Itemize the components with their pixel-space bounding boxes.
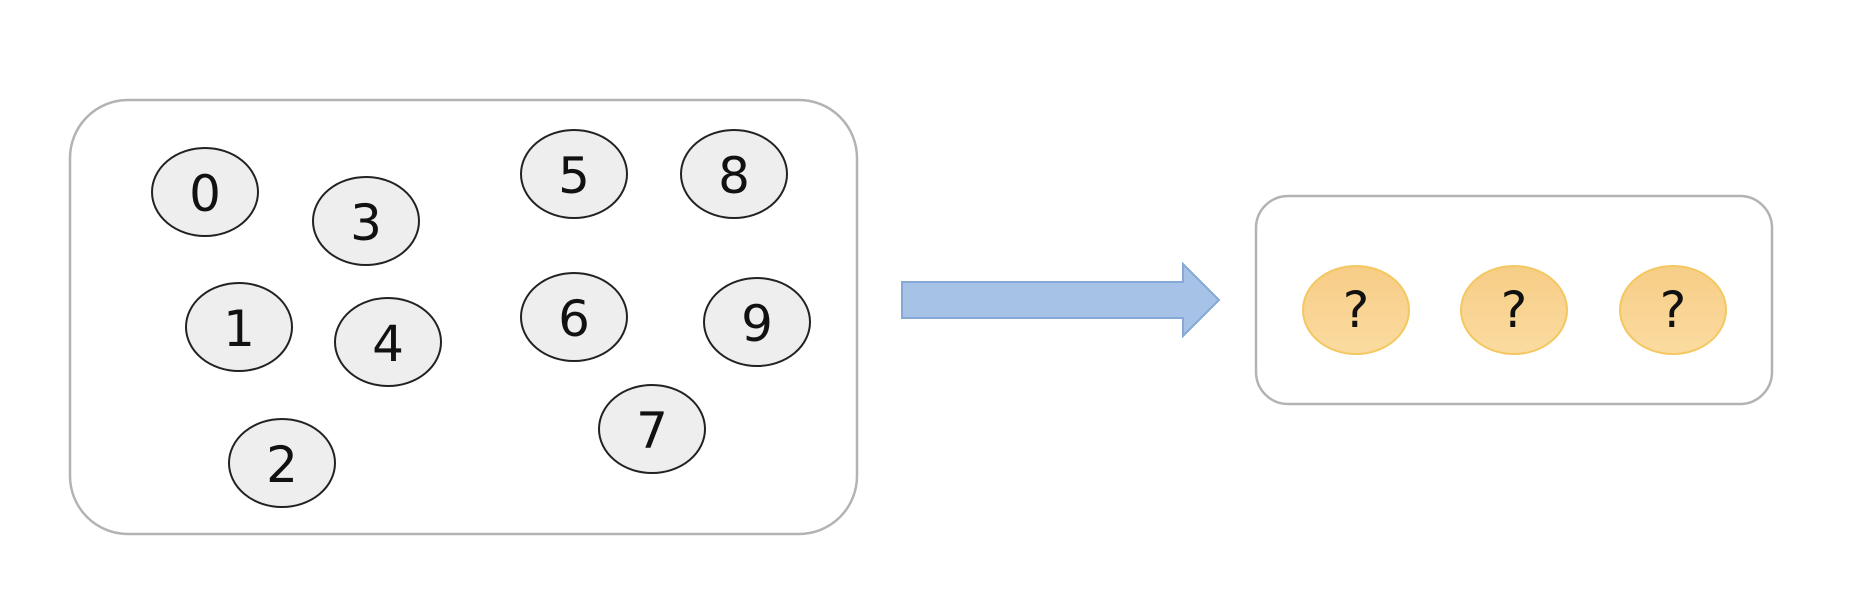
unknown-slot-label: ? [1660,281,1687,339]
number-ball-label: 0 [189,165,221,223]
number-ball: 6 [520,272,628,362]
number-ball-label: 4 [372,315,404,373]
unknown-slot: ? [1619,265,1727,355]
number-ball: 1 [185,282,293,372]
number-ball-label: 1 [223,300,255,358]
number-ball: 7 [598,384,706,474]
number-ball: 5 [520,129,628,219]
number-ball: 9 [703,277,811,367]
number-ball-label: 9 [741,295,773,353]
number-ball-label: 2 [266,436,298,494]
selection-box: ? ? ? [1254,194,1774,406]
unknown-slot: ? [1302,265,1410,355]
number-ball: 2 [228,418,336,508]
number-pool: 0 3 5 8 1 4 6 9 [68,98,859,536]
unknown-slot-label: ? [1343,281,1370,339]
number-ball-label: 6 [558,290,590,348]
unknown-slot: ? [1460,265,1568,355]
right-arrow-icon [901,261,1221,339]
number-ball: 8 [680,129,788,219]
number-ball-label: 5 [558,147,590,205]
arrow-shape [901,261,1221,339]
number-ball-label: 3 [350,194,382,252]
number-ball-label: 7 [636,402,668,460]
number-ball: 4 [334,297,442,387]
unknown-slot-label: ? [1501,281,1528,339]
number-ball: 3 [312,176,420,266]
number-ball: 0 [151,147,259,237]
number-ball-label: 8 [718,147,750,205]
